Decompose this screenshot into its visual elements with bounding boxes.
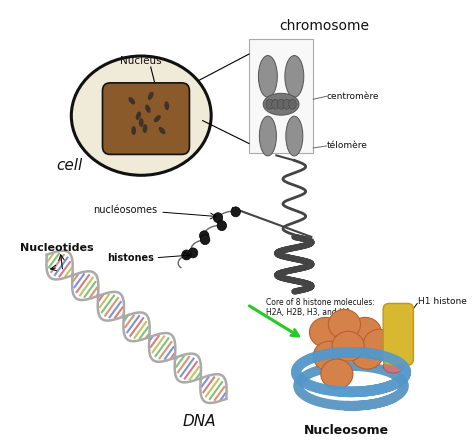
Ellipse shape <box>145 104 151 113</box>
Ellipse shape <box>351 339 383 369</box>
Ellipse shape <box>266 99 273 109</box>
FancyBboxPatch shape <box>102 83 190 154</box>
Text: chromosome: chromosome <box>280 19 370 33</box>
Ellipse shape <box>200 231 209 241</box>
Ellipse shape <box>263 93 299 115</box>
Ellipse shape <box>213 213 223 223</box>
Ellipse shape <box>277 99 285 109</box>
Ellipse shape <box>131 126 136 135</box>
Ellipse shape <box>71 56 211 175</box>
Ellipse shape <box>201 235 210 245</box>
Ellipse shape <box>259 116 276 156</box>
Ellipse shape <box>363 329 395 359</box>
Text: Nucleotides: Nucleotides <box>20 243 94 253</box>
Text: Nucleosome: Nucleosome <box>304 424 389 436</box>
Ellipse shape <box>383 359 404 373</box>
Ellipse shape <box>321 359 353 389</box>
Ellipse shape <box>289 99 296 109</box>
Text: Nucleus: Nucleus <box>120 56 162 66</box>
Text: DNA: DNA <box>183 414 217 429</box>
Text: nucléosomes: nucléosomes <box>93 205 157 215</box>
Ellipse shape <box>258 55 277 97</box>
Ellipse shape <box>128 97 135 104</box>
Ellipse shape <box>286 116 303 156</box>
Ellipse shape <box>139 118 144 127</box>
Ellipse shape <box>164 101 169 110</box>
Ellipse shape <box>182 250 191 260</box>
Ellipse shape <box>143 124 147 133</box>
FancyBboxPatch shape <box>383 304 413 365</box>
Ellipse shape <box>310 317 342 347</box>
Ellipse shape <box>188 248 198 258</box>
Ellipse shape <box>383 345 404 359</box>
Text: télomère: télomère <box>327 142 367 150</box>
Ellipse shape <box>136 111 141 120</box>
Ellipse shape <box>285 55 304 97</box>
Text: centromère: centromère <box>327 92 379 101</box>
Ellipse shape <box>313 341 346 371</box>
Text: Core of 8 histone molecules:
H2A, H2B, H3, and H4: Core of 8 histone molecules: H2A, H2B, H… <box>266 298 375 317</box>
Ellipse shape <box>159 127 165 134</box>
Ellipse shape <box>154 115 161 122</box>
Text: H1 histone: H1 histone <box>418 297 467 306</box>
Ellipse shape <box>328 309 361 339</box>
Ellipse shape <box>283 99 291 109</box>
Text: histones: histones <box>108 253 155 263</box>
Ellipse shape <box>217 221 227 231</box>
Text: cell: cell <box>56 158 82 173</box>
Bar <box>249 39 313 154</box>
Ellipse shape <box>349 317 381 347</box>
Ellipse shape <box>272 99 279 109</box>
Ellipse shape <box>332 331 364 361</box>
Ellipse shape <box>148 92 154 100</box>
Ellipse shape <box>231 207 240 217</box>
